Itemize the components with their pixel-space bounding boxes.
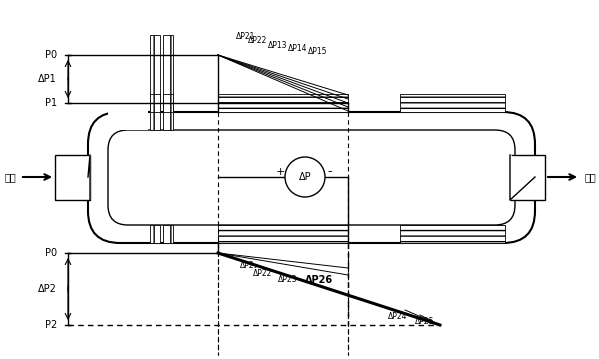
Bar xyxy=(400,94,505,112)
Text: P0: P0 xyxy=(45,248,57,258)
Text: ΔP26: ΔP26 xyxy=(305,275,333,285)
FancyBboxPatch shape xyxy=(108,130,515,225)
Text: +: + xyxy=(276,167,285,177)
Text: ΔP23: ΔP23 xyxy=(278,275,298,284)
Bar xyxy=(150,225,160,243)
Bar xyxy=(218,94,348,112)
Text: 流出: 流出 xyxy=(584,172,596,182)
Bar xyxy=(400,225,505,243)
Bar xyxy=(108,35,148,130)
Bar xyxy=(55,155,90,200)
Bar xyxy=(163,35,173,130)
Bar xyxy=(163,225,173,243)
Bar xyxy=(163,94,173,112)
Text: ΔP21: ΔP21 xyxy=(236,32,255,41)
Text: ΔP13: ΔP13 xyxy=(268,41,288,50)
Text: P0: P0 xyxy=(45,50,57,60)
Text: ΔP1: ΔP1 xyxy=(38,74,57,84)
Bar xyxy=(510,155,545,200)
Text: ΔP2: ΔP2 xyxy=(38,284,57,294)
Polygon shape xyxy=(88,155,90,200)
FancyBboxPatch shape xyxy=(88,112,535,243)
Circle shape xyxy=(285,157,325,197)
Text: ΔP: ΔP xyxy=(299,172,311,182)
Text: ΔP24: ΔP24 xyxy=(388,312,408,321)
Bar xyxy=(150,35,160,130)
Text: ΔP22: ΔP22 xyxy=(253,269,273,278)
Text: 流入: 流入 xyxy=(4,172,16,182)
Text: ΔP22: ΔP22 xyxy=(248,36,267,45)
Bar xyxy=(218,225,348,243)
Text: ΔP2₁: ΔP2₁ xyxy=(240,261,258,270)
Text: P1: P1 xyxy=(45,98,57,108)
Polygon shape xyxy=(510,155,535,200)
Text: P2: P2 xyxy=(45,320,57,330)
Text: ΔP14: ΔP14 xyxy=(288,44,307,53)
Text: ΔP15: ΔP15 xyxy=(308,47,328,56)
Text: -: - xyxy=(328,165,332,178)
Text: ΔP25: ΔP25 xyxy=(415,317,435,326)
Bar xyxy=(150,94,160,112)
